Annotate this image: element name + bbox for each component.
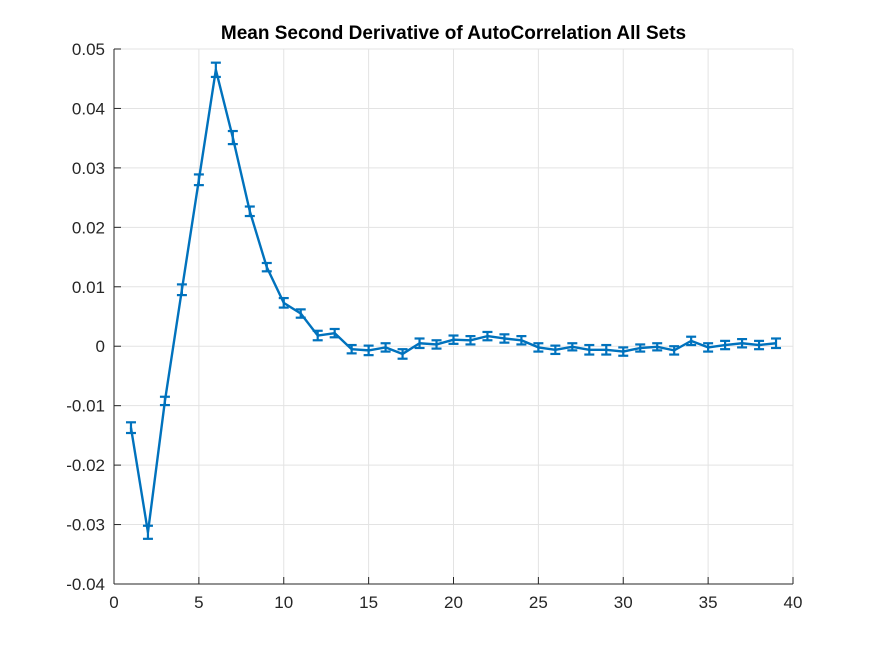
error-bar bbox=[159, 395, 170, 407]
error-bar bbox=[754, 339, 765, 351]
error-bar bbox=[737, 337, 748, 349]
error-bar bbox=[125, 421, 136, 435]
axes bbox=[113, 48, 794, 585]
error-bar bbox=[295, 308, 306, 319]
error-bar bbox=[227, 129, 238, 146]
x-tick-label: 20 bbox=[444, 593, 463, 612]
error-bar bbox=[720, 339, 731, 351]
x-tick-label: 5 bbox=[194, 593, 203, 612]
error-bar bbox=[669, 345, 680, 356]
error-bar bbox=[142, 524, 153, 540]
y-tick-label: 0.04 bbox=[72, 99, 105, 118]
y-tick-label: -0.01 bbox=[66, 397, 105, 416]
y-tick-label: 0 bbox=[96, 337, 105, 356]
y-tick-label: -0.03 bbox=[66, 516, 105, 535]
y-tick-label: 0.03 bbox=[72, 159, 105, 178]
error-bar bbox=[686, 335, 697, 347]
error-bar bbox=[176, 283, 187, 297]
error-bar bbox=[516, 335, 527, 346]
x-tick-label: 10 bbox=[274, 593, 293, 612]
error-bar bbox=[193, 173, 204, 187]
error-bar bbox=[431, 339, 442, 350]
error-bar bbox=[584, 343, 595, 356]
x-tick-label: 15 bbox=[359, 593, 378, 612]
x-tick-label: 30 bbox=[614, 593, 633, 612]
error-bar bbox=[567, 342, 578, 352]
error-bar bbox=[278, 296, 289, 309]
error-bar bbox=[482, 330, 493, 342]
x-tick-label: 25 bbox=[529, 593, 548, 612]
y-tick-label: 0.05 bbox=[72, 40, 105, 59]
y-tick-label: 0.01 bbox=[72, 278, 105, 297]
chart-title: Mean Second Derivative of AutoCorrelatio… bbox=[221, 23, 686, 44]
error-bar bbox=[380, 342, 391, 353]
error-bar bbox=[771, 337, 782, 350]
x-tick-label: 0 bbox=[109, 593, 118, 612]
error-bar bbox=[652, 342, 663, 352]
error-bar bbox=[397, 348, 408, 360]
x-tick-label: 35 bbox=[699, 593, 718, 612]
error-bar bbox=[618, 346, 629, 357]
error-bar bbox=[312, 329, 323, 342]
series-layer bbox=[125, 61, 782, 540]
y-tick-label: -0.04 bbox=[66, 575, 105, 594]
error-bar bbox=[414, 337, 425, 350]
error-bar bbox=[703, 342, 714, 353]
error-bar bbox=[550, 344, 561, 356]
error-bar bbox=[635, 343, 646, 353]
x-tick-label: 40 bbox=[784, 593, 803, 612]
y-tick-label: -0.02 bbox=[66, 456, 105, 475]
error-bar bbox=[329, 327, 340, 339]
error-bar bbox=[346, 343, 357, 355]
error-bar bbox=[261, 261, 272, 273]
error-bar bbox=[363, 344, 374, 357]
grid bbox=[113, 48, 794, 585]
error-bar bbox=[210, 61, 221, 79]
error-bar bbox=[465, 335, 476, 346]
error-bar bbox=[601, 343, 612, 356]
tick-labels: 0 5 10 15 20 25 30 35 40 -0.04 -0.03 -0.02 -0.01 0 0.0… bbox=[66, 40, 802, 612]
error-bar bbox=[533, 342, 544, 353]
error-bar bbox=[448, 334, 459, 345]
error-bar bbox=[244, 205, 255, 218]
error-bar bbox=[499, 333, 510, 344]
y-tick-label: 0.02 bbox=[72, 218, 105, 237]
